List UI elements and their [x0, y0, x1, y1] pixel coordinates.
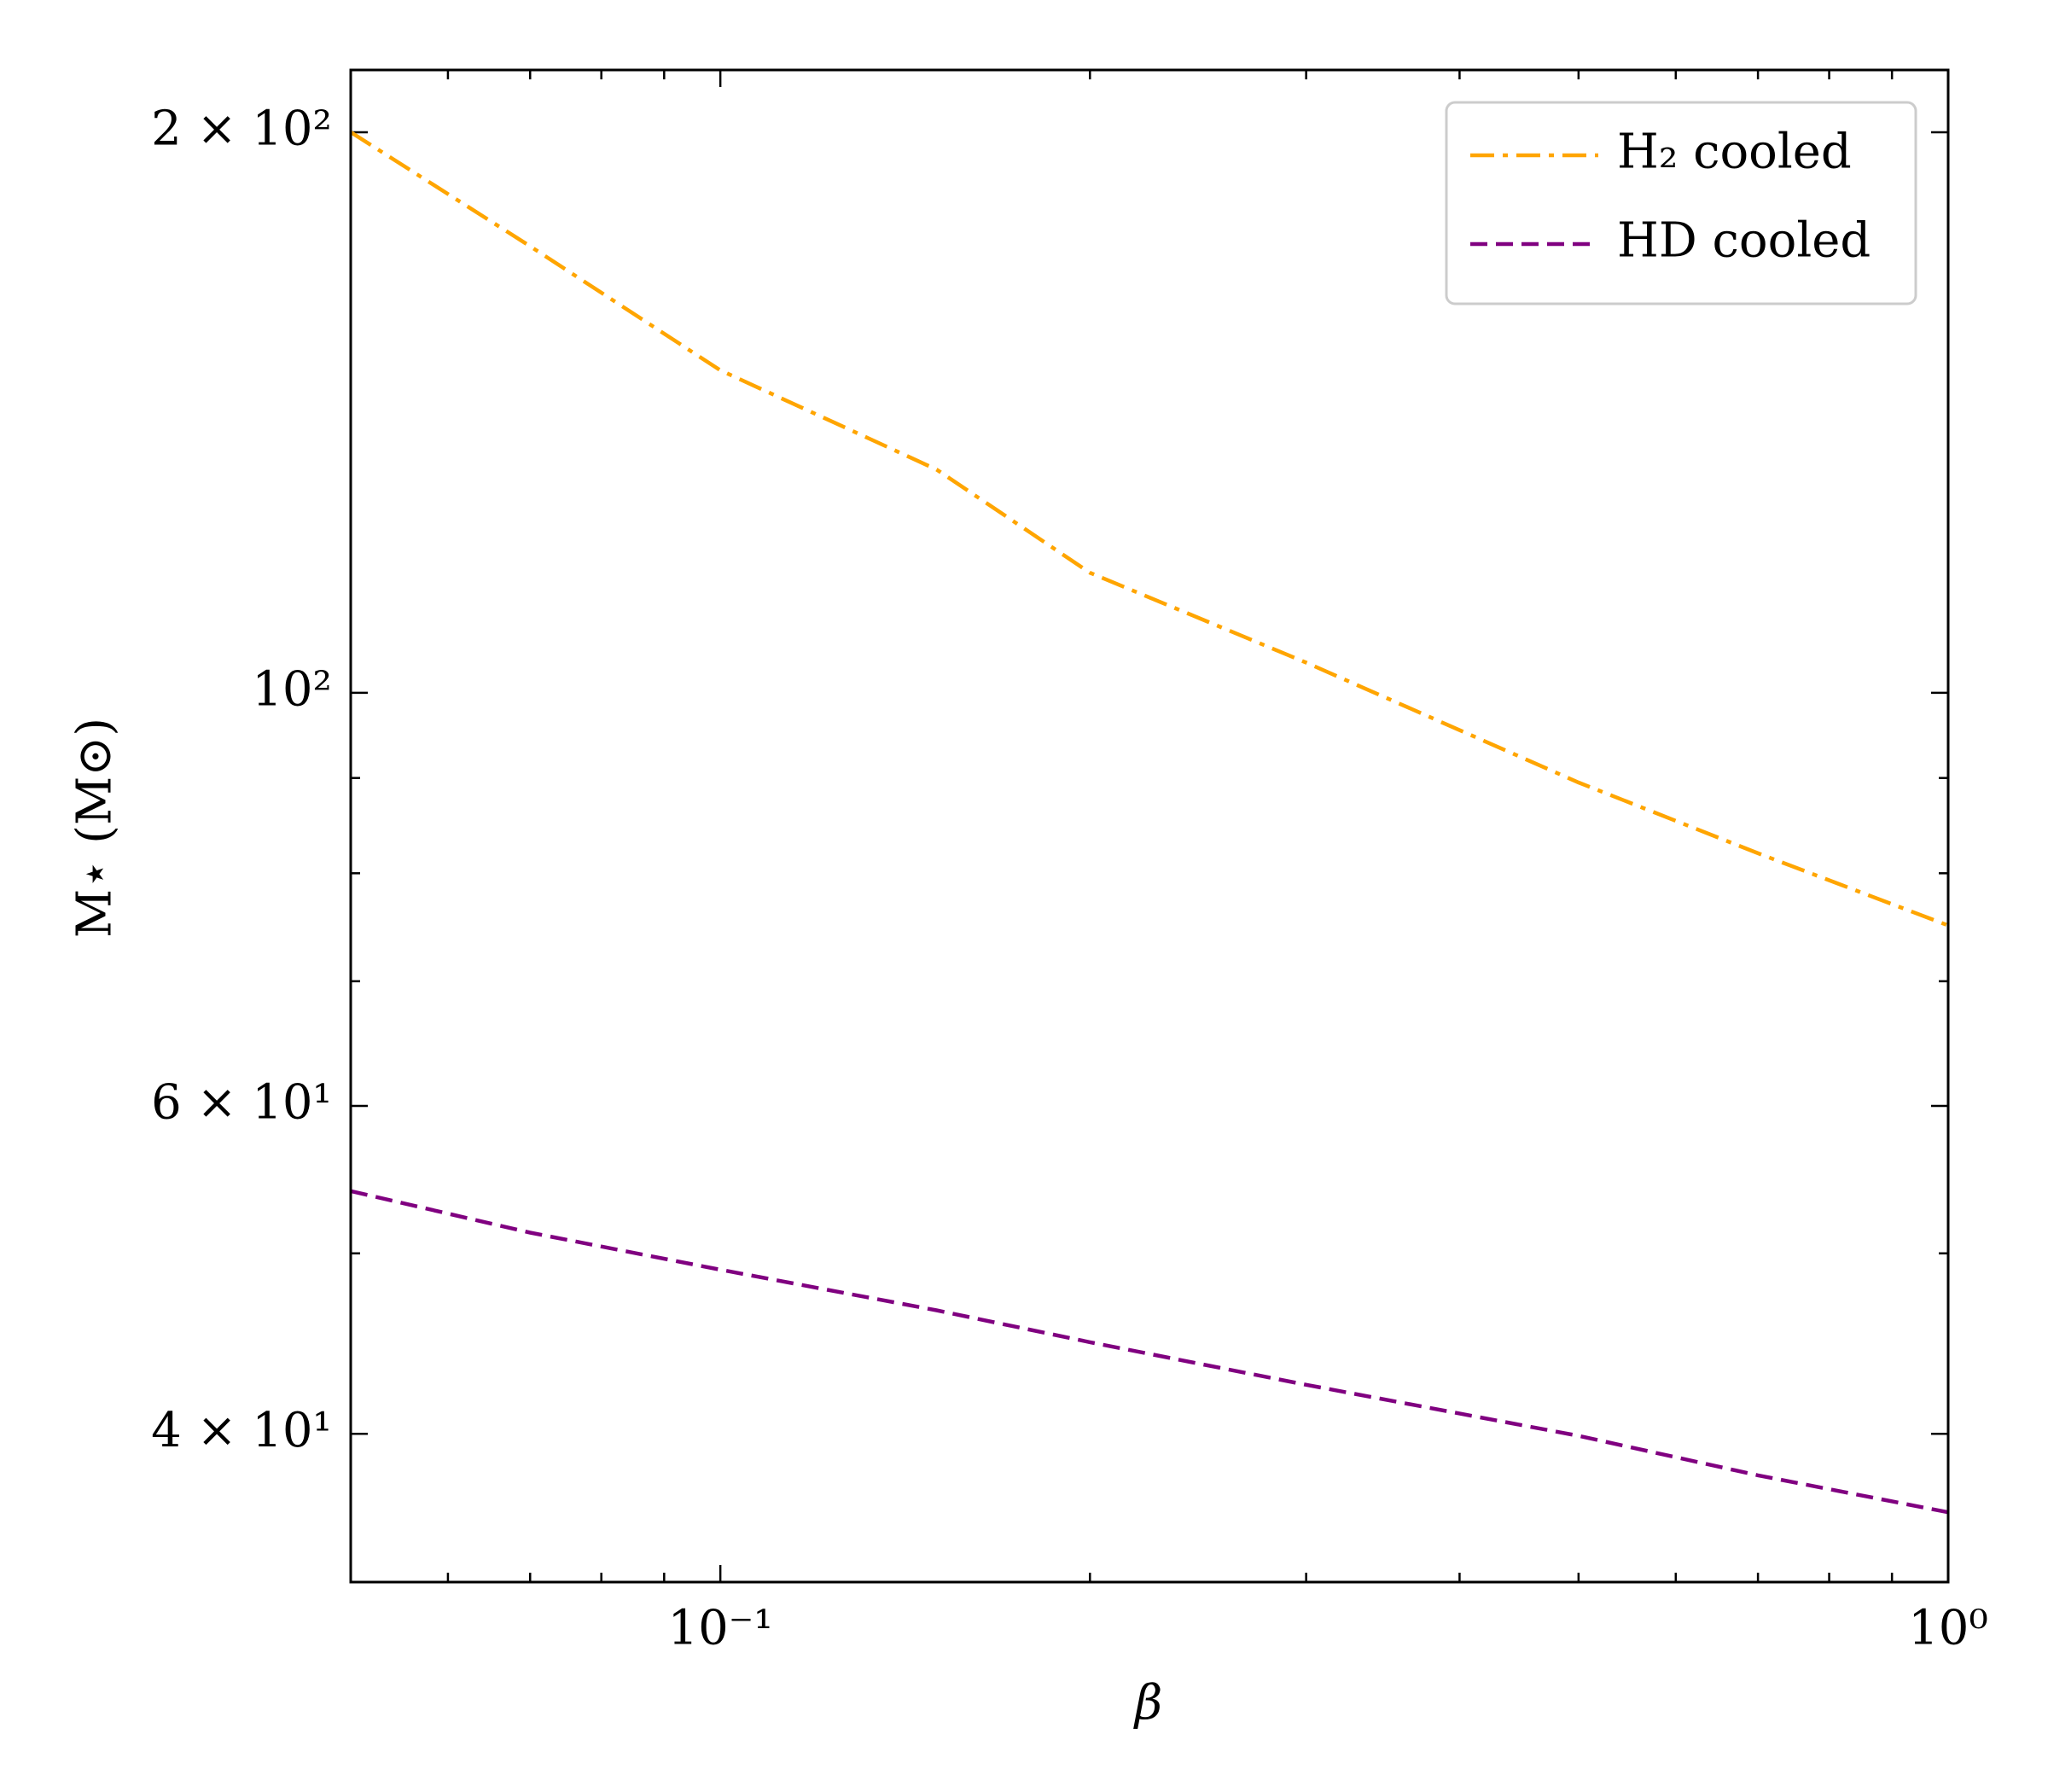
legend-box — [1445, 101, 1917, 305]
legend-label: HD cooled — [1617, 213, 1871, 269]
legend-label: H₂ cooled — [1617, 125, 1852, 180]
x-tick-label: 10⁰ — [1908, 1601, 1988, 1656]
data-line — [350, 1189, 1949, 1515]
x-tick-label: 10⁻¹ — [668, 1601, 773, 1656]
y-tick-label: 4 × 10¹ — [151, 1403, 332, 1458]
y-tick-label: 2 × 10² — [151, 101, 332, 156]
y-tick-label: 6 × 10¹ — [151, 1074, 332, 1130]
plot-frame — [349, 68, 1950, 1584]
y-axis-label: M⋆ (M⊙) — [67, 718, 123, 938]
data-line — [349, 131, 1949, 928]
y-tick-label: 10² — [252, 661, 332, 717]
x-axis-label: β — [1133, 1676, 1162, 1731]
